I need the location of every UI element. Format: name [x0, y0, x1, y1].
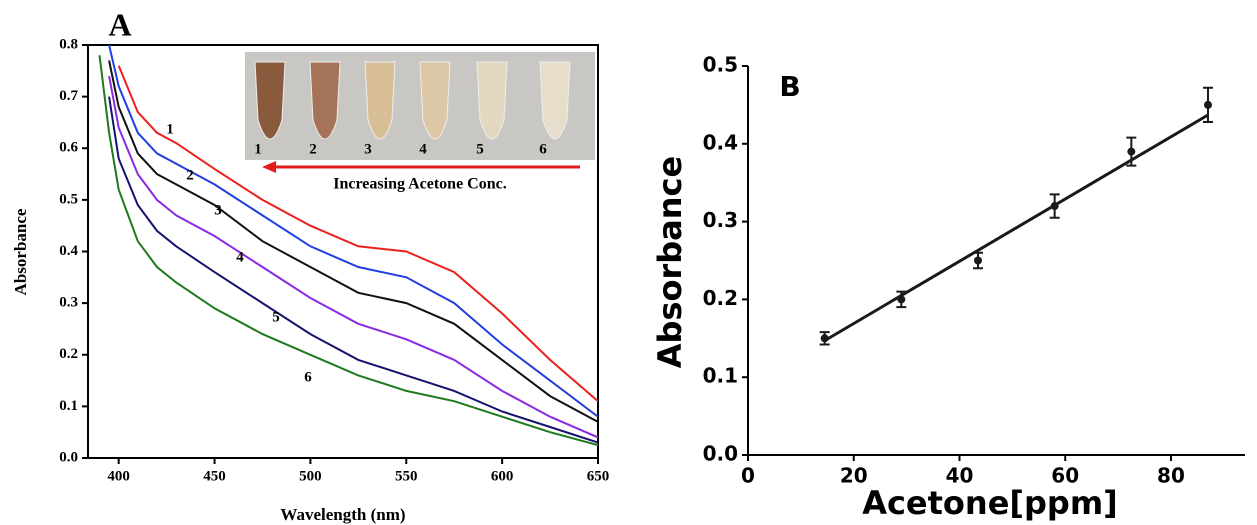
x-tick-label: 80: [1157, 464, 1185, 488]
x-tick-label: 20: [840, 464, 868, 488]
tube-label: 5: [476, 141, 484, 157]
curve-label: 3: [214, 202, 222, 218]
tube: [539, 61, 571, 140]
data-point: [1050, 202, 1059, 211]
data-point: [820, 334, 829, 343]
tube: [309, 61, 341, 140]
chart-title: B: [779, 70, 800, 103]
y-tick-label: 0.4: [703, 130, 738, 154]
spectrum-line: [108, 96, 598, 444]
y-tick-label: 0.0: [59, 449, 78, 465]
spectrum-line: [108, 60, 598, 423]
tube-label: 1: [254, 141, 262, 157]
y-tick-label: 0.4: [59, 243, 78, 259]
y-tick-label: 0.8: [59, 36, 78, 52]
tube-label: 4: [419, 141, 427, 157]
y-tick-label: 0.0: [703, 442, 738, 466]
y-tick-label: 0.5: [703, 53, 738, 77]
x-tick-label: 400: [107, 468, 130, 484]
plot-frame: [87, 44, 599, 459]
x-axis-label: Wavelength (nm): [280, 505, 405, 524]
data-point: [973, 256, 982, 265]
chart-title: A: [108, 6, 131, 42]
y-tick-label: 0.7: [59, 88, 78, 104]
tube: [476, 61, 508, 140]
tube-label: 2: [309, 141, 317, 157]
x-tick-label: 650: [587, 468, 610, 484]
y-tick-label: 0.2: [59, 346, 78, 362]
fit-line: [823, 113, 1209, 342]
x-tick-label: 500: [299, 468, 322, 484]
tube-label: 3: [364, 141, 372, 157]
x-tick-label: 0: [741, 464, 755, 488]
panel-a: 0.0 0.1 0.2 0.3 0.4 0.5 0.6 0.7 0.8 400 450 500 550 6…: [11, 6, 609, 524]
spectrum-line: [108, 45, 598, 418]
x-tick-label: 450: [203, 468, 226, 484]
inset-caption: Increasing Acetone Conc.: [333, 176, 506, 193]
y-tick-label: 0.1: [703, 364, 738, 388]
y-tick-label: 0.5: [59, 191, 78, 207]
y-tick-label: 0.1: [59, 398, 78, 414]
curve-label: 4: [236, 249, 244, 265]
x-axis-label: Acetone[ppm]: [862, 484, 1118, 522]
x-tick-label: 600: [491, 468, 514, 484]
y-tick-label: 0.3: [703, 208, 738, 232]
inset-arrow-head: [262, 161, 276, 173]
curve-label: 1: [166, 121, 174, 137]
data-point: [897, 295, 906, 304]
curve-label: 2: [186, 167, 194, 183]
panel-b: 0.0 0.1 0.2 0.3 0.4 0.5 0 20 40 60 80 B Acetone[ppm]…: [651, 53, 1245, 522]
y-tick-label: 0.6: [59, 140, 78, 156]
y-tick-label: 0.2: [703, 286, 738, 310]
spectrum-line: [108, 75, 598, 439]
data-point: [1203, 100, 1212, 109]
tube: [254, 61, 286, 140]
data-point: [1127, 147, 1136, 156]
spectrum-line: [117, 65, 598, 402]
tube: [419, 61, 451, 140]
x-tick-label: 550: [395, 468, 418, 484]
y-axis-label: Absorbance: [11, 208, 30, 295]
tube: [364, 61, 396, 140]
curve-label: 6: [304, 369, 312, 385]
y-axis-label: Absorbance: [651, 156, 689, 368]
y-tick-label: 0.3: [59, 295, 78, 311]
curve-label: 5: [272, 309, 280, 325]
x-tick-label: 40: [946, 464, 974, 488]
tube-label: 6: [539, 141, 547, 157]
x-tick-label: 60: [1051, 464, 1079, 488]
spectrum-line: [98, 55, 598, 447]
